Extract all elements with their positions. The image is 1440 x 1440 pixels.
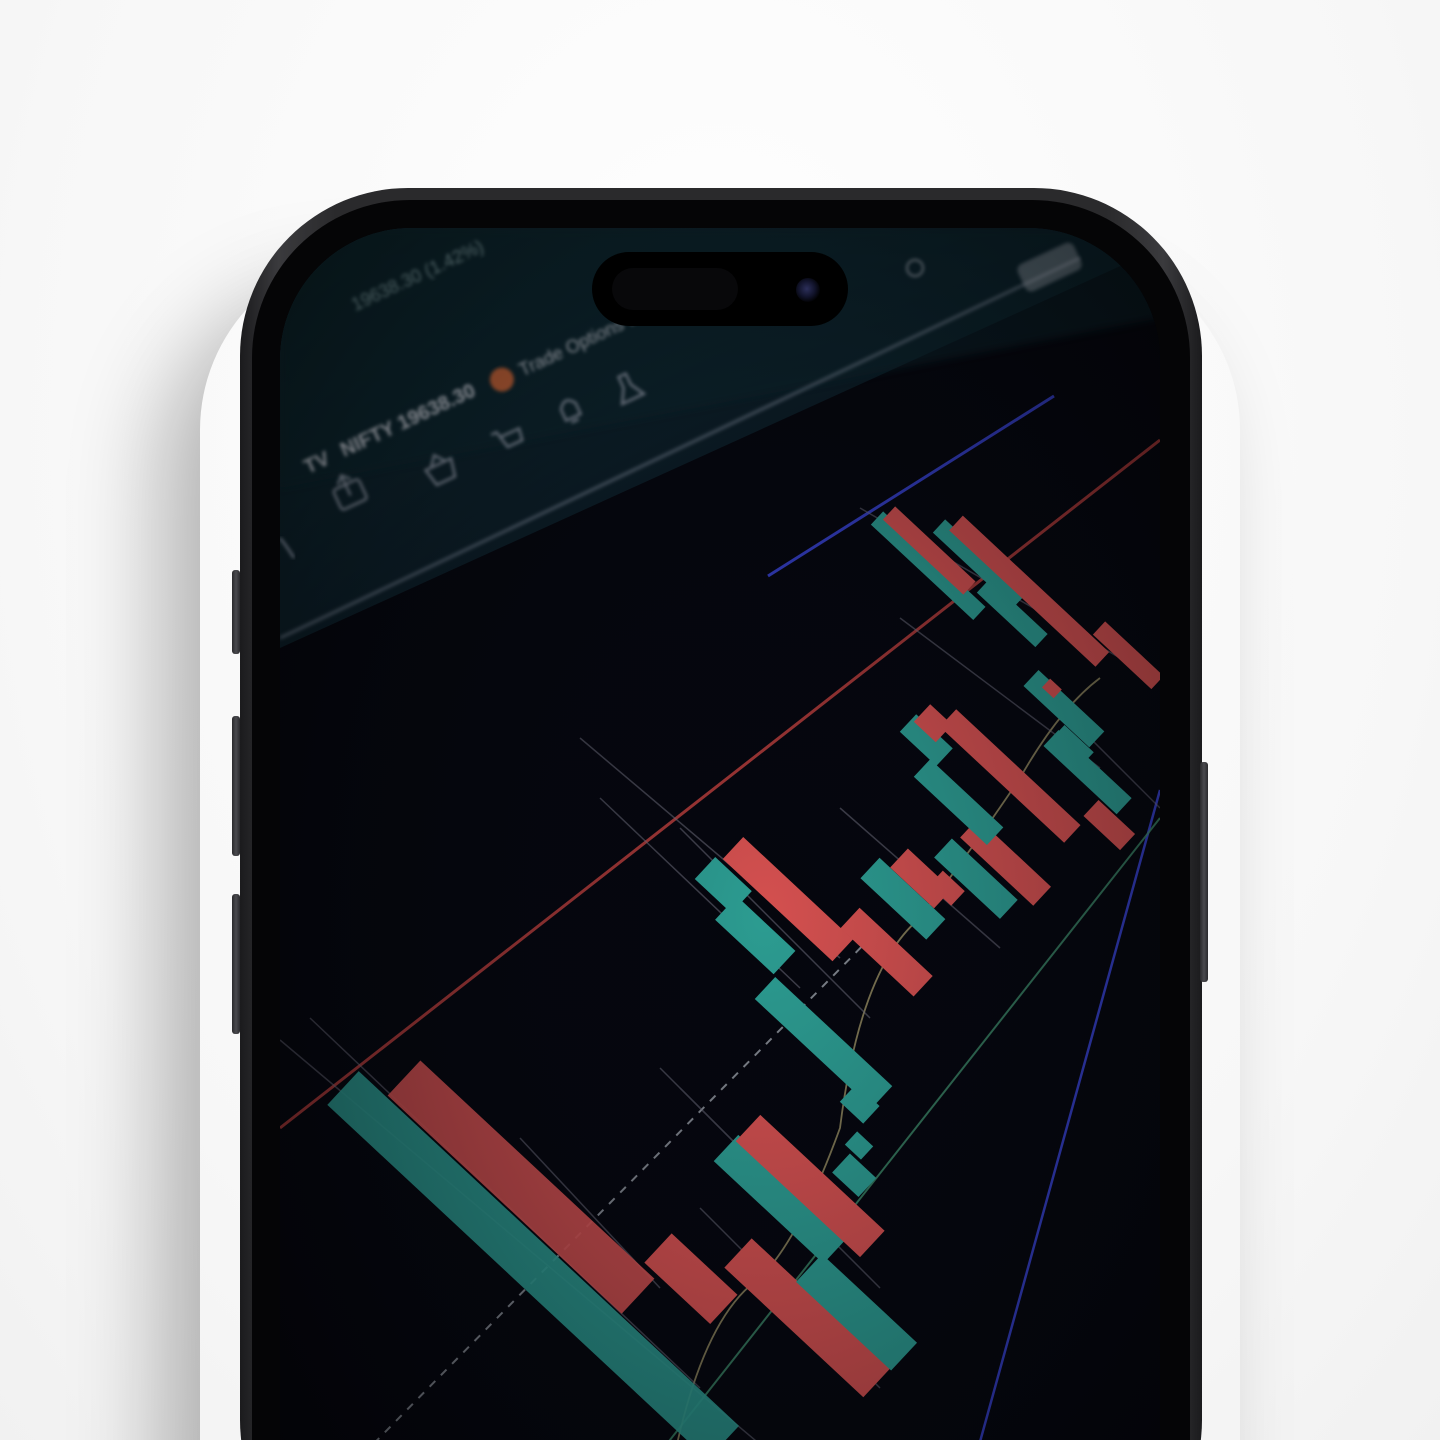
action-button: [232, 570, 240, 654]
face-id-sensor: [612, 268, 738, 310]
trading-chart-photo: TV NIFTY 19638.30 19638.30 (1.42%) Trade…: [280, 228, 1160, 1440]
power-button: [1200, 762, 1208, 982]
phone-screen: TV NIFTY 19638.30 19638.30 (1.42%) Trade…: [280, 228, 1160, 1440]
volume-up-button: [232, 716, 240, 856]
front-camera-icon: [796, 278, 820, 302]
screen-vignette: [280, 228, 1160, 1440]
volume-down-button: [232, 894, 240, 1034]
